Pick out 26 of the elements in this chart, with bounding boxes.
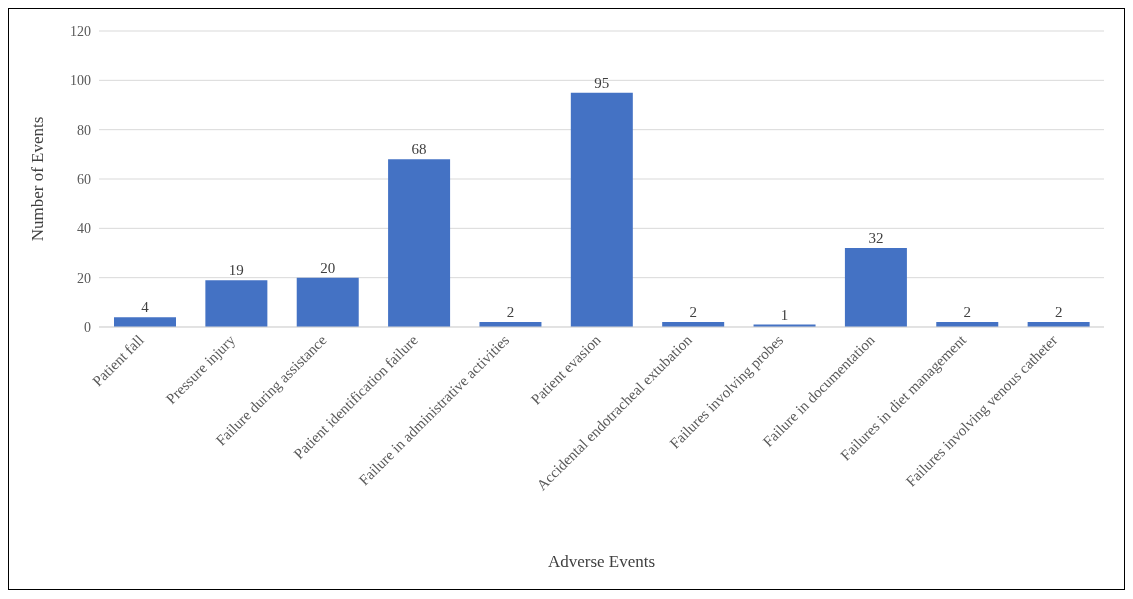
bar [570,92,633,327]
y-tick-label: 120 [70,23,91,39]
y-tick-label: 100 [70,73,91,89]
data-label: 2 [963,304,972,321]
data-label: 2 [506,304,515,321]
bar [114,317,176,327]
x-axis-title: Adverse Events [547,552,656,571]
data-label: 2 [1054,304,1063,321]
data-label: 32 [868,230,884,247]
y-tick-label: 40 [77,221,91,237]
data-label: 19 [228,262,244,279]
data-label: 2 [689,304,697,321]
y-axis-title: Number of Events [28,116,48,242]
data-label: 95 [594,74,610,91]
data-label: 1 [780,306,789,323]
y-tick-label: 20 [77,270,91,286]
data-label: 20 [320,259,336,276]
bar [844,248,907,327]
bar [296,277,359,327]
bar [388,159,451,327]
y-tick-label: 0 [84,319,91,335]
y-tick-label: 80 [77,122,91,138]
data-label: 4 [141,299,150,316]
data-label: 68 [411,141,427,158]
y-tick-label: 60 [77,171,91,187]
bar [205,280,268,327]
